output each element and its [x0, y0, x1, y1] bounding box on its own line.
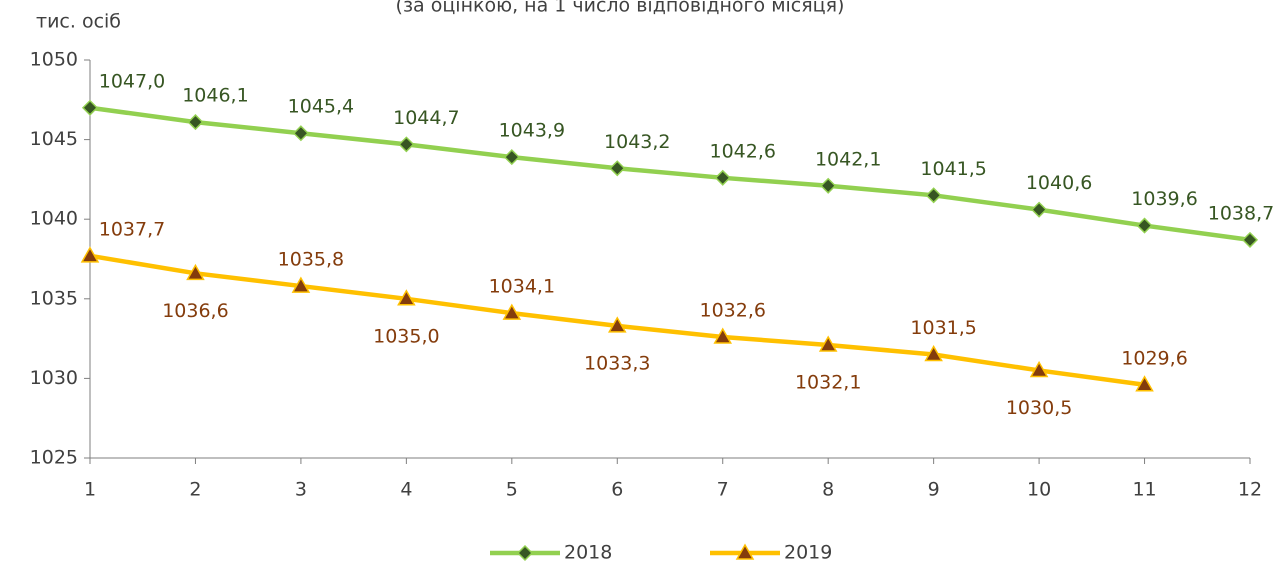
x-tick-label: 8 — [822, 479, 834, 501]
data-label: 1037,7 — [99, 218, 165, 240]
x-tick-label: 5 — [506, 479, 518, 501]
data-point — [820, 177, 837, 194]
y-tick-label: 1050 — [30, 49, 78, 71]
x-tick-label: 10 — [1027, 479, 1051, 501]
legend-marker — [735, 543, 755, 560]
data-point — [397, 289, 416, 306]
data-label: 1032,6 — [699, 300, 765, 322]
legend-label: 2019 — [784, 542, 832, 562]
data-point — [81, 99, 99, 116]
legend-label: 2018 — [564, 542, 612, 562]
y-tick-label: 1040 — [30, 208, 78, 230]
data-label: 1042,1 — [815, 148, 881, 170]
data-label: 1036,6 — [162, 300, 228, 322]
legend-marker — [516, 544, 534, 562]
data-label: 1029,6 — [1121, 347, 1187, 369]
data-label: 1046,1 — [182, 85, 248, 107]
y-tick-label: 1025 — [30, 447, 78, 469]
data-label: 1044,7 — [393, 107, 459, 129]
data-point — [292, 125, 309, 142]
chart-subtitle: (за оцінкою, на 1 число відповідного міс… — [396, 0, 845, 17]
data-point — [1135, 375, 1154, 392]
y-tick-label: 1035 — [30, 287, 78, 309]
data-label: 1035,8 — [278, 249, 344, 271]
data-point — [187, 114, 204, 131]
data-point — [1031, 201, 1048, 218]
data-point — [1241, 231, 1259, 248]
data-label: 1041,5 — [920, 158, 986, 180]
x-tick-label: 3 — [295, 479, 307, 501]
data-point — [925, 187, 942, 204]
data-point — [607, 316, 627, 333]
data-label: 1034,1 — [489, 276, 555, 298]
x-tick-label: 9 — [928, 479, 940, 501]
data-point — [818, 335, 838, 352]
y-axis-label: тис. осіб — [36, 11, 121, 33]
data-point — [713, 327, 733, 344]
data-label: 1039,6 — [1131, 188, 1197, 210]
data-label: 1042,6 — [709, 140, 775, 162]
y-tick-label: 1045 — [30, 128, 78, 150]
x-tick-label: 6 — [611, 479, 623, 501]
data-label: 1045,4 — [288, 96, 354, 118]
data-point — [291, 276, 311, 293]
data-point — [924, 345, 943, 362]
data-point — [80, 246, 100, 263]
x-tick-label: 7 — [717, 479, 729, 501]
x-tick-label: 4 — [400, 479, 412, 501]
data-label: 1038,7 — [1208, 202, 1274, 224]
series-line — [89, 105, 1251, 243]
data-label: 1043,9 — [499, 120, 565, 142]
data-point — [503, 149, 520, 166]
data-point — [502, 303, 522, 320]
data-label: 1035,0 — [373, 325, 439, 347]
data-point — [609, 160, 626, 177]
data-label: 1032,1 — [795, 371, 861, 393]
x-tick-label: 1 — [84, 479, 96, 501]
data-label: 1047,0 — [99, 70, 165, 92]
x-tick-label: 2 — [189, 479, 201, 501]
data-point — [1136, 217, 1153, 234]
data-point — [1029, 360, 1049, 378]
x-tick-label: 11 — [1132, 479, 1156, 501]
data-label: 1033,3 — [584, 352, 650, 374]
data-point — [398, 136, 415, 153]
data-point — [714, 169, 731, 186]
data-point — [186, 263, 205, 281]
data-label: 1030,5 — [1006, 397, 1072, 419]
data-label: 1031,5 — [910, 317, 976, 339]
x-tick-label: 12 — [1238, 479, 1262, 501]
data-label: 1040,6 — [1026, 172, 1092, 194]
y-tick-label: 1030 — [30, 367, 78, 389]
data-label: 1043,2 — [604, 131, 670, 153]
